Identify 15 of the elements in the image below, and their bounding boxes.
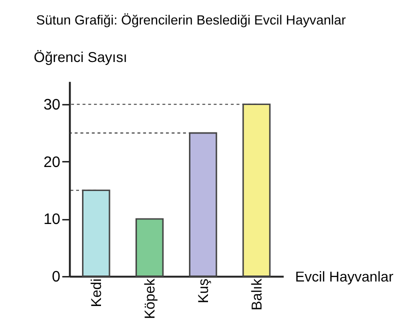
x-tick-label: Köpek [142, 278, 158, 320]
x-tick-label: Kuş [196, 278, 212, 304]
bar [242, 104, 271, 277]
y-tick-label: 10 [43, 211, 60, 228]
x-tick-label: Kedi [88, 278, 105, 308]
y-tick-label: 20 [43, 154, 60, 171]
y-axis-title: Öğrenci Sayısı [34, 50, 128, 66]
chart-title: Sütun Grafiği: Öğrencilerin Beslediği Evcil Hayvanlar [36, 12, 346, 28]
bar [136, 218, 164, 277]
y-tick-label: 0 [52, 268, 60, 286]
x-tick-label: Balık [249, 278, 266, 310]
bar [82, 190, 110, 277]
y-tick-label: 30 [43, 96, 60, 114]
x-axis-title: Evcil Hayvanlar [295, 269, 394, 286]
bar [188, 132, 218, 277]
